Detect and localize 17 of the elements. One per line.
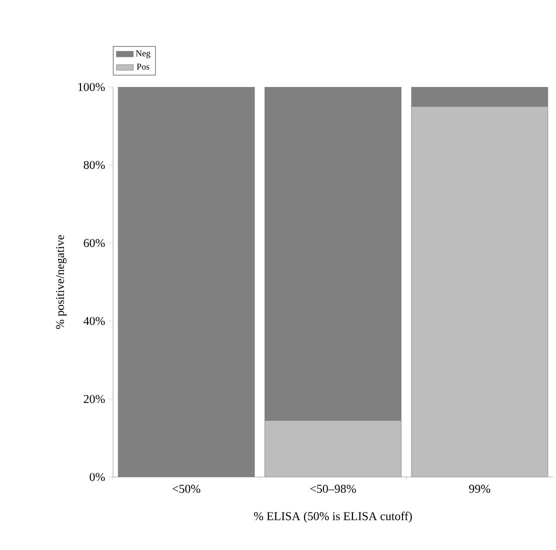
- y-tick-label: 80%: [84, 160, 105, 170]
- x-tick-label: 99%: [469, 484, 490, 493]
- x-tick-label: <50–98%: [310, 484, 356, 493]
- y-axis-title: % positive/negative: [56, 235, 67, 329]
- legend-label: Pos: [136, 64, 150, 70]
- y-tick-label: 60%: [84, 238, 105, 248]
- y-tick-label: 40%: [84, 316, 105, 326]
- bar: [264, 420, 402, 477]
- bar: [264, 86, 402, 421]
- legend-label: Neg: [136, 50, 150, 58]
- y-tick-label: 0%: [90, 472, 105, 482]
- x-tick-label: <50%: [172, 484, 200, 493]
- x-axis-title: % ELISA (50% is ELISA cutoff): [254, 512, 412, 523]
- bar: [411, 86, 548, 107]
- y-tick-label: 100%: [78, 82, 105, 92]
- bar: [411, 106, 548, 477]
- y-tick-label: 20%: [84, 394, 105, 404]
